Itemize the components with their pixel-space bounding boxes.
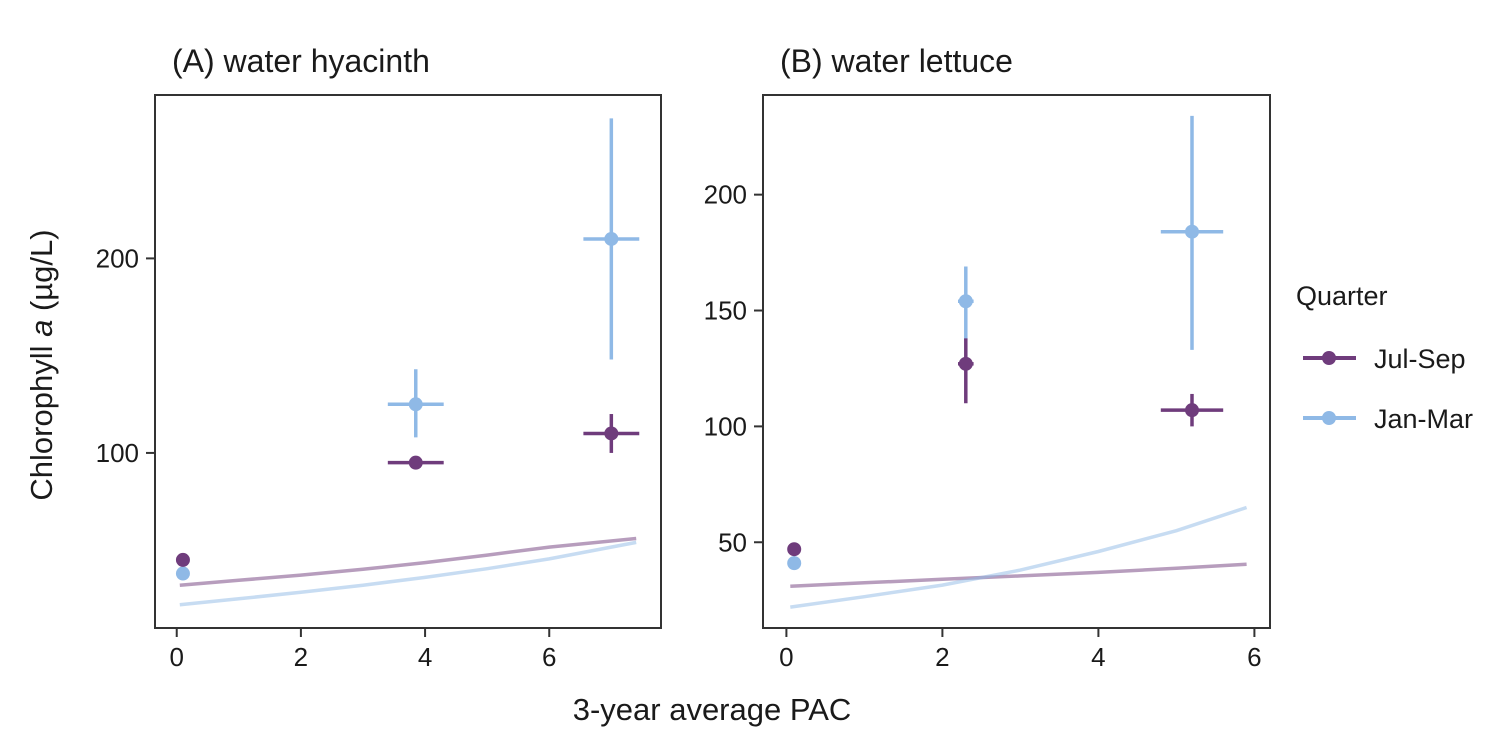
y-tick-label-b: 50 bbox=[718, 527, 747, 557]
y-tick-label-a: 100 bbox=[96, 438, 139, 468]
legend-item-jan-mar: Jan-Mar bbox=[1303, 404, 1473, 434]
x-tick-label-a: 2 bbox=[294, 642, 308, 672]
panel-title-b: (B) water lettuce bbox=[780, 43, 1013, 79]
data-point-jul-sep bbox=[408, 455, 423, 470]
plot-area-b bbox=[787, 115, 1248, 609]
plot-frame-a bbox=[154, 94, 662, 629]
plot-area-a bbox=[175, 118, 640, 607]
panel-title-a: (A) water hyacinth bbox=[172, 43, 430, 79]
data-point-jan-mar bbox=[787, 556, 802, 571]
legend-label-jan-mar: Jan-Mar bbox=[1374, 404, 1473, 434]
y-tick-label-b: 200 bbox=[704, 180, 747, 210]
panel-water-lettuce: (B) water lettuce 0 2 4 6 50 100 150 200 bbox=[704, 43, 1271, 672]
x-axis-title: 3-year average PAC bbox=[573, 692, 852, 727]
x-tick-label-b: 2 bbox=[935, 642, 949, 672]
x-tick-label-a: 0 bbox=[169, 642, 183, 672]
y-tick-label-a: 200 bbox=[96, 243, 139, 273]
data-point-jan-mar bbox=[958, 294, 973, 309]
data-point-jul-sep bbox=[787, 542, 802, 557]
fit-curve-jan-mar bbox=[790, 505, 1248, 609]
x-tick-label-b: 4 bbox=[1091, 642, 1105, 672]
legend: Quarter Jul-Sep Jan-Mar bbox=[1296, 281, 1473, 434]
plot-frame-b bbox=[762, 94, 1271, 629]
fit-curve-jul-sep bbox=[790, 562, 1247, 589]
data-point-jan-mar bbox=[408, 397, 423, 412]
data-point-jan-mar bbox=[1185, 224, 1199, 239]
fit-curve-jul-sep bbox=[179, 536, 637, 587]
legend-title: Quarter bbox=[1296, 281, 1388, 311]
axis-ticks-a: 0 2 4 6 100 200 bbox=[96, 243, 557, 672]
x-tick-label-a: 6 bbox=[542, 642, 556, 672]
data-point-jan-mar bbox=[604, 231, 619, 246]
y-tick-label-b: 100 bbox=[704, 411, 747, 441]
x-tick-label-a: 4 bbox=[418, 642, 432, 672]
y-axis-title: Chlorophyll a (µg/L) bbox=[24, 229, 59, 500]
data-point-jul-sep bbox=[604, 426, 619, 441]
data-point-jul-sep bbox=[958, 356, 973, 371]
x-tick-label-b: 6 bbox=[1247, 642, 1261, 672]
axis-ticks-b: 0 2 4 6 50 100 150 200 bbox=[704, 180, 1262, 672]
fit-curve-jan-mar bbox=[179, 540, 637, 607]
y-tick-label-b: 150 bbox=[704, 296, 747, 326]
data-point-jan-mar bbox=[175, 566, 190, 581]
legend-item-jul-sep: Jul-Sep bbox=[1303, 344, 1466, 374]
legend-key-point-jan-mar bbox=[1322, 411, 1336, 425]
data-point-jul-sep bbox=[175, 552, 190, 567]
legend-key-point-jul-sep bbox=[1322, 351, 1336, 365]
legend-label-jul-sep: Jul-Sep bbox=[1374, 344, 1466, 374]
panel-water-hyacinth: (A) water hyacinth 0 2 4 6 100 200 bbox=[96, 43, 662, 672]
data-point-jul-sep bbox=[1185, 403, 1199, 418]
x-tick-label-b: 0 bbox=[779, 642, 793, 672]
